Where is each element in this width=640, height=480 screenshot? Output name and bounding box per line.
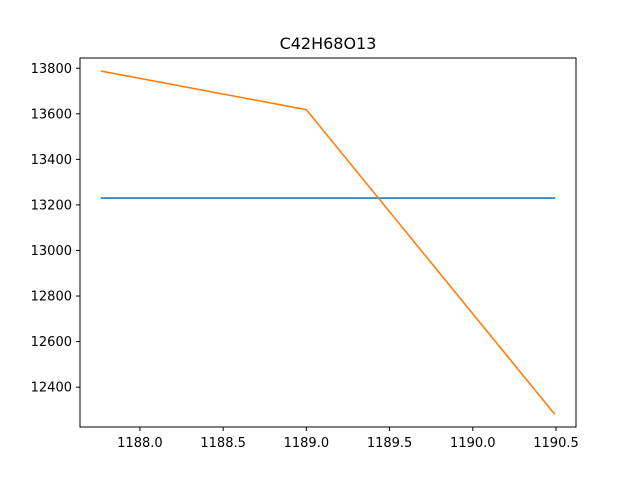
y-tick-label: 13400 (31, 153, 72, 168)
y-tick-label: 12800 (31, 290, 72, 305)
y-tick-label: 12400 (31, 381, 72, 396)
series-line-2 (100, 70, 556, 415)
chart-title: C42H68O13 (280, 34, 377, 53)
y-tick-label: 12600 (31, 335, 72, 350)
series-layer (100, 70, 556, 415)
x-tick-label: 1190.5 (533, 436, 579, 451)
plot-frame (79, 57, 577, 428)
y-tick-label: 13200 (31, 198, 72, 213)
y-tick-label: 13000 (31, 244, 72, 259)
x-tick-label: 1189.0 (284, 436, 330, 451)
y-tick-label: 13800 (31, 62, 72, 77)
x-axis: 1188.0 1188.5 1189.0 1189.5 1190.0 1190.5 (117, 427, 579, 451)
x-tick-label: 1188.5 (200, 436, 246, 451)
y-tick-label: 13600 (31, 107, 72, 122)
x-tick-label: 1190.0 (450, 436, 496, 451)
y-axis: 12400 12600 12800 13000 13200 13400 13600 13800 (31, 62, 80, 396)
x-tick-label: 1188.0 (117, 436, 163, 451)
x-tick-label: 1189.5 (367, 436, 413, 451)
